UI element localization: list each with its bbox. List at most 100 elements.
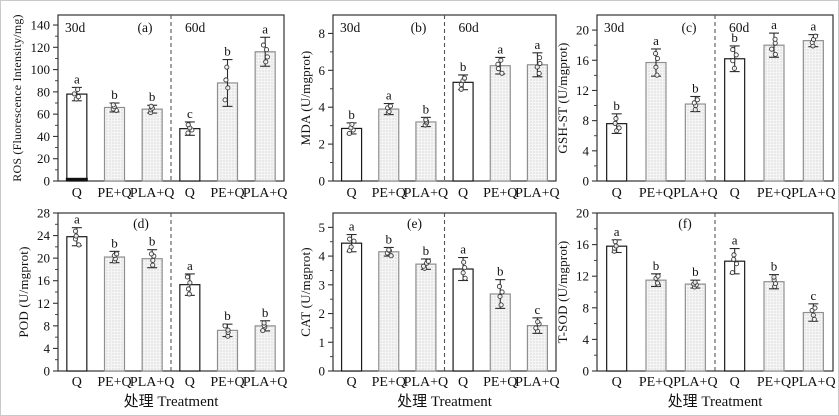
data-point — [495, 66, 501, 72]
data-point — [534, 64, 540, 70]
bar — [763, 281, 785, 372]
data-point — [655, 273, 661, 279]
data-point — [461, 259, 467, 265]
bar — [489, 65, 511, 182]
x-tick-label: PE+Q — [372, 186, 406, 201]
x-tick-label: PE+Q — [483, 186, 517, 201]
data-point — [772, 36, 778, 42]
y-tick-label: 8 — [583, 113, 590, 128]
bar — [141, 258, 163, 372]
x-tick-label: PE+Q — [372, 375, 406, 390]
sig-letter: b — [653, 258, 660, 273]
sig-letter: b — [262, 305, 269, 320]
panel-label: (e) — [407, 216, 422, 231]
bar — [526, 64, 549, 182]
sig-letter: b — [111, 87, 118, 102]
bar — [452, 81, 474, 182]
data-point — [731, 65, 737, 71]
sig-letter: b — [224, 308, 231, 323]
data-point — [812, 33, 819, 39]
data-point — [730, 47, 736, 53]
x-tick-label: PLA+Q — [515, 375, 559, 390]
data-point — [613, 116, 619, 122]
bar — [179, 128, 201, 182]
y-tick-label: 28 — [37, 206, 50, 221]
data-point — [73, 233, 79, 239]
data-point — [499, 70, 505, 76]
sig-letter: a — [187, 258, 193, 273]
x-tick-label: PLA+Q — [515, 186, 559, 201]
group-label-60d: 60d — [459, 20, 480, 35]
data-point — [772, 51, 778, 57]
x-tick-label: PE+Q — [483, 375, 517, 390]
data-point — [692, 279, 698, 285]
x-tick-label: Q — [72, 375, 82, 390]
x-tick-label: PE+Q — [97, 375, 131, 390]
data-point — [498, 302, 504, 308]
bar — [103, 106, 126, 182]
x-tick-label: PE+Q — [97, 186, 131, 201]
bar — [141, 108, 163, 182]
data-point — [692, 107, 698, 113]
sig-letter: b — [386, 231, 393, 246]
data-point — [613, 243, 619, 249]
y-tick-label: 12 — [576, 83, 589, 98]
data-point — [731, 256, 737, 262]
data-point — [423, 117, 429, 123]
data-point — [612, 120, 618, 126]
data-point — [351, 238, 357, 244]
y-tick-label: 4 — [44, 341, 51, 356]
data-point — [691, 100, 697, 106]
data-point — [811, 316, 817, 322]
group-label-30d: 30d — [604, 20, 625, 35]
bar — [103, 256, 126, 372]
data-point — [347, 236, 353, 242]
data-point — [260, 42, 267, 48]
x-axis-title: 处理 Treatment — [668, 393, 764, 410]
data-point — [225, 85, 231, 91]
data-point — [349, 121, 355, 127]
y-tick-label: 60 — [37, 107, 50, 122]
data-point — [462, 75, 468, 81]
y-tick-label: 40 — [37, 129, 50, 144]
data-point — [263, 47, 269, 53]
y-tick-label: 4 — [583, 143, 590, 158]
data-point — [694, 97, 700, 103]
x-tick-label: PE+Q — [757, 375, 791, 390]
data-point — [537, 55, 543, 61]
y-tick-label: 8 — [319, 26, 326, 41]
bar — [645, 279, 667, 372]
data-point — [771, 274, 777, 280]
y-tick-label: 12 — [37, 296, 50, 311]
x-tick-label: PE+Q — [757, 186, 791, 201]
x-tick-label: PLA+Q — [130, 186, 174, 201]
y-tick-label: 4 — [319, 249, 326, 264]
data-point — [733, 52, 739, 58]
bar — [763, 44, 785, 182]
x-tick-label: Q — [612, 186, 622, 201]
group-label-60d: 60d — [729, 20, 750, 35]
x-tick-label: PLA+Q — [673, 375, 717, 390]
sig-letter: c — [535, 302, 541, 317]
data-point — [222, 323, 228, 329]
x-tick-label: PLA+Q — [243, 186, 287, 201]
sig-letter: a — [460, 242, 466, 257]
x-tick-label: PE+Q — [210, 375, 244, 390]
x-tick-label: PE+Q — [639, 375, 673, 390]
y-tick-label: 16 — [576, 53, 590, 68]
y-tick-label: 24 — [37, 228, 51, 243]
data-point — [186, 291, 192, 297]
data-point — [729, 270, 735, 276]
sig-letter: b — [149, 89, 156, 104]
x-tick-label: PLA+Q — [404, 375, 448, 390]
data-point — [223, 77, 229, 83]
sig-letter: a — [732, 233, 738, 248]
y-tick-label: 20 — [37, 151, 50, 166]
group-label-30d: 30d — [65, 20, 86, 35]
bar — [378, 108, 400, 182]
data-point — [533, 325, 539, 331]
y-axis-label: POD (U/mgprot) — [16, 246, 31, 337]
sig-letter: b — [497, 264, 504, 279]
